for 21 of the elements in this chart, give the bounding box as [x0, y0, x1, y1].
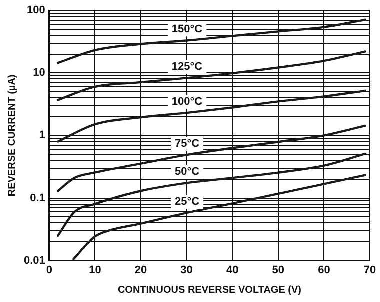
y-tick-label: 1 [39, 130, 46, 142]
series-label: 75°C [174, 138, 200, 150]
x-tick-label: 40 [226, 264, 239, 276]
series-label: 50°C [174, 166, 200, 178]
y-axis-title: REVERSE CURRENT (µA) [6, 74, 18, 197]
y-tick-label: 100 [27, 4, 46, 17]
x-tick-label: 20 [134, 264, 148, 276]
x-tick-label: 10 [89, 264, 102, 276]
y-tick-label: 10 [33, 67, 46, 80]
series-label: 100°C [172, 96, 203, 108]
y-tick-label: 0.1 [30, 192, 46, 204]
y-tick-label: 0.01 [24, 254, 46, 267]
x-tick-label: 50 [272, 264, 285, 276]
x-axis-title: CONTINUOUS REVERSE VOLTAGE (V) [118, 284, 302, 296]
series-label: 150°C [172, 24, 203, 36]
x-tick-label: 30 [180, 264, 193, 276]
x-tick-label: 0 [46, 264, 52, 276]
x-tick-label: 70 [364, 264, 376, 276]
x-tick-label: 60 [318, 264, 330, 276]
series-label: 125°C [172, 61, 203, 74]
series-label: 25°C [174, 196, 200, 208]
